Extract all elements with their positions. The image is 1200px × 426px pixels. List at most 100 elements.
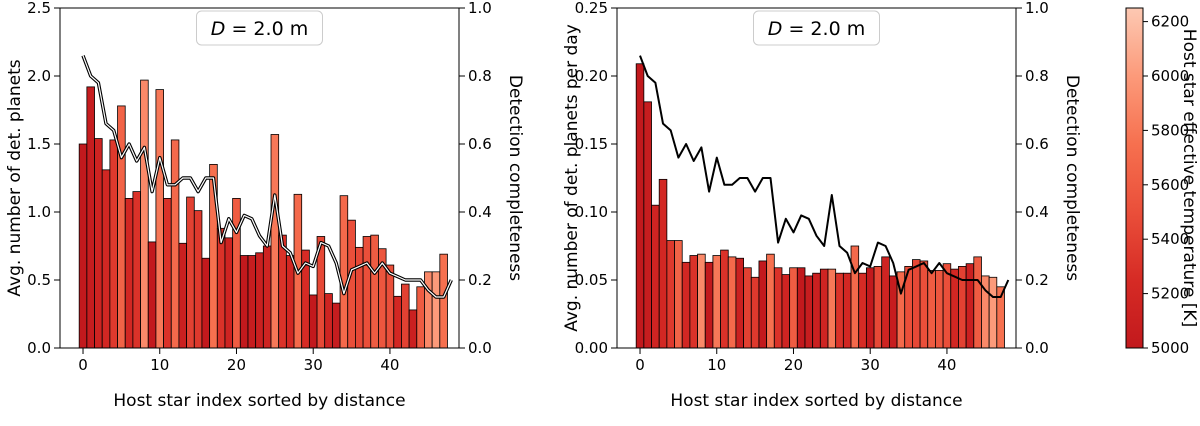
bar bbox=[796, 267, 806, 349]
bar bbox=[651, 204, 660, 349]
bar bbox=[735, 257, 744, 349]
y-tick-label: 0.25 bbox=[575, 0, 608, 17]
x-tick-label: 30 bbox=[304, 356, 323, 374]
bar bbox=[132, 191, 141, 349]
y2-axis-label: Detection completeness bbox=[505, 75, 525, 281]
bar bbox=[186, 196, 195, 349]
bar bbox=[86, 86, 95, 349]
bar bbox=[827, 268, 837, 349]
bar bbox=[155, 89, 164, 349]
y2-tick-label: 0.4 bbox=[468, 203, 492, 221]
left-chart: 0 10 20 30 40 0.00.51.01.52.02.5 0.00.20.40.… bbox=[5, 0, 525, 411]
bar bbox=[355, 246, 364, 349]
bar bbox=[285, 255, 295, 349]
y-tick-label: 2.0 bbox=[27, 67, 51, 85]
bar bbox=[781, 274, 791, 349]
bar bbox=[170, 139, 180, 349]
annotation-text: D = 2.0 m bbox=[768, 18, 865, 40]
bar bbox=[431, 271, 441, 349]
bar bbox=[804, 275, 814, 349]
bar bbox=[950, 268, 959, 349]
bar bbox=[324, 293, 333, 349]
y-tick-label: 0.5 bbox=[27, 271, 51, 289]
completeness-line-highlight bbox=[82, 55, 452, 298]
bar bbox=[681, 261, 691, 349]
colorbar-gradient bbox=[1125, 7, 1144, 349]
bar bbox=[773, 267, 783, 349]
y2-axis-ticks: 0.0 0.2 0.4 0.6 0.8 1.0 bbox=[1016, 0, 1049, 357]
bar bbox=[697, 253, 706, 349]
bar bbox=[347, 219, 356, 349]
y2-tick-label: 1.0 bbox=[468, 0, 492, 17]
colorbar-tick-label: 6000 bbox=[1151, 67, 1189, 85]
colorbar-tick-label: 5600 bbox=[1151, 176, 1189, 194]
bar bbox=[973, 256, 982, 349]
bar bbox=[766, 253, 775, 349]
y-tick-label: 0.20 bbox=[575, 67, 608, 85]
bar bbox=[416, 286, 425, 349]
colorbar-tick-label: 5800 bbox=[1151, 121, 1189, 139]
bar bbox=[270, 134, 280, 349]
completeness-line bbox=[639, 55, 1010, 298]
x-axis-label: Host star index sorted by distance bbox=[113, 391, 405, 411]
bar bbox=[439, 253, 448, 349]
y-axis-ticks: 0.0 0.5 1.0 1.5 2.0 2.5 bbox=[27, 0, 60, 357]
plot-frame bbox=[59, 7, 460, 349]
bar bbox=[727, 256, 737, 349]
y-tick-label: 0.05 bbox=[575, 271, 608, 289]
bar bbox=[927, 270, 936, 349]
bar bbox=[720, 249, 729, 349]
colorbar-label: Host star effective temperature [K] bbox=[1179, 29, 1199, 327]
colorbar-tick-label: 5200 bbox=[1151, 285, 1189, 303]
bar bbox=[812, 272, 821, 349]
x-tick-label: 0 bbox=[635, 356, 645, 374]
bar bbox=[881, 256, 890, 349]
bar bbox=[216, 227, 226, 349]
bar-series bbox=[635, 63, 1005, 349]
x-axis-ticks: 0 10 20 30 40 bbox=[635, 348, 956, 374]
bar-series bbox=[78, 79, 448, 349]
annotation-box: D = 2.0 m bbox=[753, 10, 880, 46]
y2-tick-label: 0.6 bbox=[1025, 135, 1049, 153]
bar bbox=[842, 272, 852, 349]
bar bbox=[704, 261, 714, 349]
bar bbox=[255, 252, 264, 349]
bar bbox=[758, 260, 768, 349]
y-tick-label: 1.5 bbox=[27, 135, 51, 153]
y-tick-label: 1.0 bbox=[27, 203, 51, 221]
bar bbox=[140, 79, 149, 349]
bar bbox=[850, 245, 860, 349]
colorbar-ticks: 5000 5200 5400 5600 5800 6000 6200 bbox=[1143, 13, 1189, 357]
bar bbox=[193, 210, 203, 349]
bar bbox=[674, 240, 683, 349]
bar bbox=[643, 101, 652, 349]
y2-tick-label: 0.0 bbox=[1025, 339, 1049, 357]
x-tick-label: 0 bbox=[78, 356, 88, 374]
y2-axis-ticks: 0.0 0.2 0.4 0.6 0.8 1.0 bbox=[459, 0, 492, 357]
x-tick-label: 20 bbox=[227, 356, 246, 374]
bar bbox=[78, 143, 88, 349]
x-tick-label: 10 bbox=[707, 356, 726, 374]
y-axis-label: Avg. number of det. planets per day bbox=[562, 24, 582, 332]
bar bbox=[712, 255, 721, 349]
bar bbox=[370, 234, 379, 349]
bar bbox=[865, 267, 875, 349]
bar bbox=[689, 255, 698, 349]
y2-tick-label: 0.0 bbox=[468, 339, 492, 357]
bar bbox=[232, 197, 241, 349]
bar bbox=[750, 276, 760, 349]
bar bbox=[743, 267, 752, 349]
bar bbox=[424, 271, 433, 349]
y-axis-ticks: 0.00 0.05 0.10 0.15 0.20 0.25 bbox=[575, 0, 617, 357]
bar bbox=[178, 242, 187, 349]
plot-frame bbox=[616, 7, 1017, 349]
bar bbox=[239, 255, 249, 349]
bar bbox=[339, 195, 349, 349]
bar bbox=[789, 267, 798, 349]
bar bbox=[393, 295, 402, 349]
y2-axis-label: Detection completeness bbox=[1062, 75, 1082, 281]
y-tick-label: 0.15 bbox=[575, 135, 608, 153]
y2-tick-label: 1.0 bbox=[1025, 0, 1049, 17]
x-tick-label: 40 bbox=[380, 356, 399, 374]
